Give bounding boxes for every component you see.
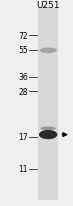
Bar bbox=[38, 8, 58, 200]
Text: 28: 28 bbox=[18, 87, 28, 96]
Text: 72: 72 bbox=[18, 32, 28, 41]
Text: 17: 17 bbox=[18, 132, 28, 142]
Text: 55: 55 bbox=[18, 46, 28, 55]
Ellipse shape bbox=[39, 48, 57, 54]
Ellipse shape bbox=[39, 130, 57, 140]
Text: U251: U251 bbox=[36, 1, 60, 10]
Ellipse shape bbox=[41, 127, 56, 131]
Text: 11: 11 bbox=[18, 164, 28, 173]
Text: 36: 36 bbox=[18, 73, 28, 82]
